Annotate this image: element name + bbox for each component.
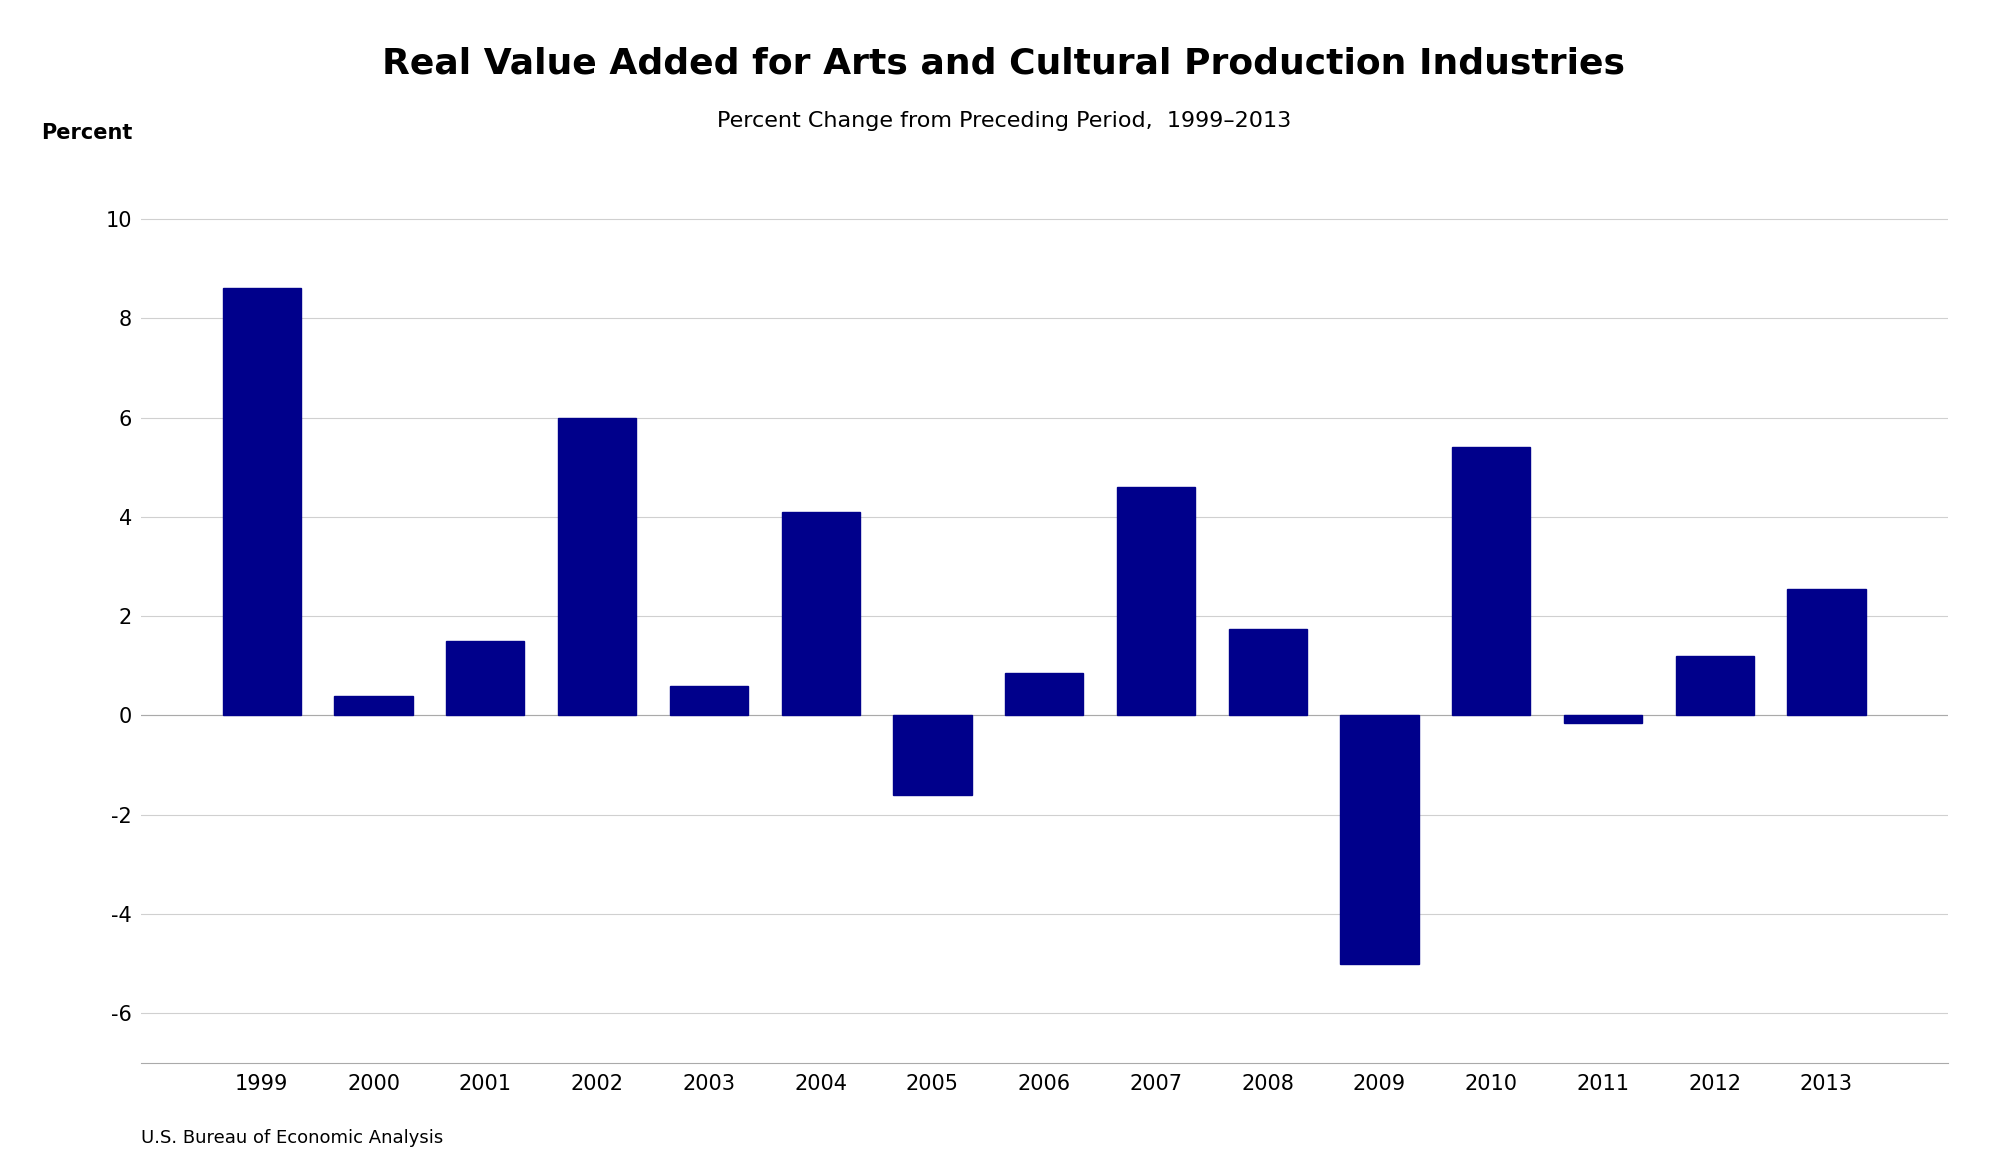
- Text: Real Value Added for Arts and Cultural Production Industries: Real Value Added for Arts and Cultural P…: [381, 47, 1626, 81]
- Bar: [781, 512, 859, 715]
- Text: Percent: Percent: [42, 123, 132, 142]
- Bar: [670, 686, 749, 715]
- Bar: [1006, 673, 1082, 715]
- Bar: [1116, 487, 1194, 715]
- Bar: [1563, 715, 1642, 723]
- Bar: [1786, 589, 1865, 715]
- Bar: [558, 418, 636, 715]
- Text: U.S. Bureau of Economic Analysis: U.S. Bureau of Economic Analysis: [140, 1129, 444, 1147]
- Bar: [1451, 447, 1529, 715]
- Bar: [335, 696, 413, 715]
- Bar: [446, 641, 524, 715]
- Bar: [1674, 656, 1752, 715]
- Bar: [893, 715, 971, 795]
- Bar: [1339, 715, 1417, 964]
- Bar: [1228, 628, 1307, 715]
- Bar: [223, 288, 301, 715]
- Text: Percent Change from Preceding Period,  1999–2013: Percent Change from Preceding Period, 19…: [716, 111, 1291, 131]
